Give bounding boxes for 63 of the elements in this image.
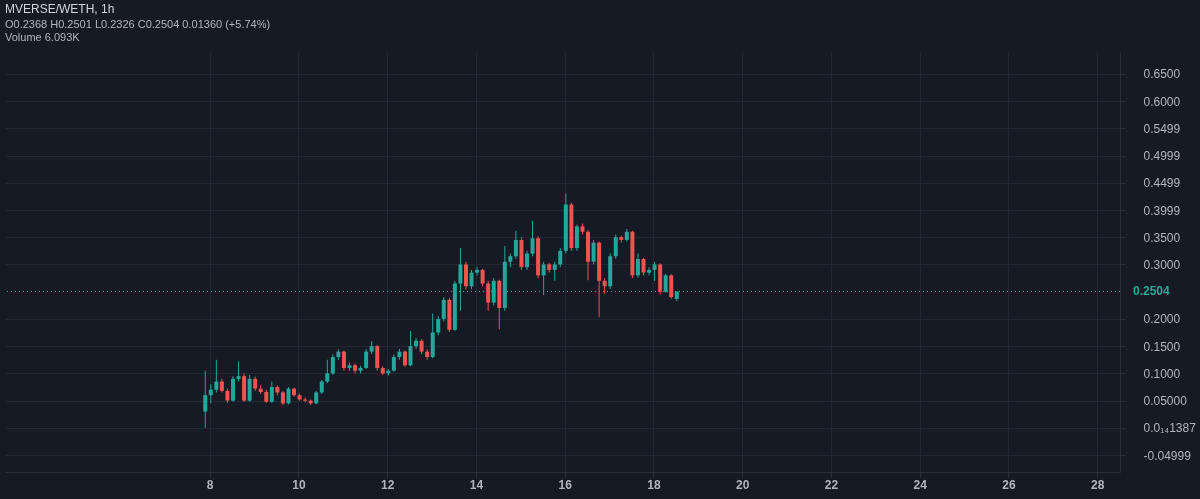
x-tick-label: 8 xyxy=(206,477,214,492)
x-tick-label: 16 xyxy=(558,477,573,492)
y-tick-label: 0.3999 xyxy=(1143,203,1181,218)
candlestick xyxy=(613,233,618,260)
candlestick xyxy=(475,266,480,276)
candlestick xyxy=(269,381,274,404)
candlestick xyxy=(652,261,657,282)
candlestick xyxy=(330,353,335,376)
candlestick xyxy=(364,348,369,370)
ref-line-label: 0.2504 xyxy=(1133,284,1171,299)
candlestick xyxy=(325,359,330,384)
candlestick xyxy=(436,315,441,336)
y-tick-label: -0.04999 xyxy=(1143,448,1192,463)
y-tick-label: 0.3500 xyxy=(1143,230,1181,245)
candlestick xyxy=(203,370,208,429)
y-tick-label: 0.4499 xyxy=(1143,176,1181,191)
x-tick-label: 28 xyxy=(1091,477,1105,492)
y-tick-label: 0.1000 xyxy=(1143,366,1181,381)
candlestick xyxy=(247,374,252,403)
candlestick xyxy=(231,375,235,403)
y-tick-label: 0.0₁₄1387 xyxy=(1143,421,1197,436)
x-tick-label: 14 xyxy=(469,477,484,492)
y-tick-label: 0.1500 xyxy=(1143,339,1181,354)
chart-title: MVERSE/WETH, 1h xyxy=(5,2,115,16)
candlestick xyxy=(303,396,308,403)
y-tick-label: 0.5499 xyxy=(1143,121,1181,136)
candlestick xyxy=(341,350,346,372)
candlestick xyxy=(647,266,652,276)
candlestick xyxy=(486,280,491,312)
candlestick xyxy=(463,261,468,291)
candlestick xyxy=(513,230,518,260)
candlestick xyxy=(525,250,529,271)
x-tick-label: 24 xyxy=(913,477,928,492)
x-tick-label: 10 xyxy=(292,477,306,492)
y-tick-label: 0.4999 xyxy=(1143,149,1181,164)
y-tick-label: 0.6500 xyxy=(1143,67,1181,82)
x-tick-label: 18 xyxy=(647,477,661,492)
x-tick-label: 20 xyxy=(736,477,750,492)
candlestick xyxy=(214,359,219,393)
candlestick xyxy=(669,273,674,300)
y-tick-label: 0.05000 xyxy=(1143,394,1188,409)
candlestick xyxy=(574,224,579,252)
candlestick xyxy=(591,239,596,265)
text: Volume 6.093K xyxy=(5,31,81,43)
candlestick xyxy=(469,269,474,290)
candlestick xyxy=(414,337,419,350)
candlestick xyxy=(558,247,563,268)
candlestick xyxy=(408,330,413,367)
x-tick-label: 12 xyxy=(381,477,395,492)
candlestick xyxy=(236,360,241,383)
candlestick xyxy=(441,296,446,323)
text: O0.2368 H0.2501 L0.2326 C0.2504 0.01360 (+5.74%) xyxy=(5,18,271,30)
y-tick-label: 0.6000 xyxy=(1143,94,1181,109)
x-tick-label: 26 xyxy=(1002,477,1016,492)
y-tick-label: 0.2000 xyxy=(1143,312,1181,327)
candlestick xyxy=(375,344,380,372)
candlestick xyxy=(552,261,557,282)
candlestick xyxy=(635,253,640,279)
candlestick xyxy=(425,348,430,361)
x-tick-label: 22 xyxy=(824,477,839,492)
y-tick-label: 0.3000 xyxy=(1143,257,1181,272)
candlestick xyxy=(530,220,535,257)
candlestick xyxy=(208,383,213,404)
